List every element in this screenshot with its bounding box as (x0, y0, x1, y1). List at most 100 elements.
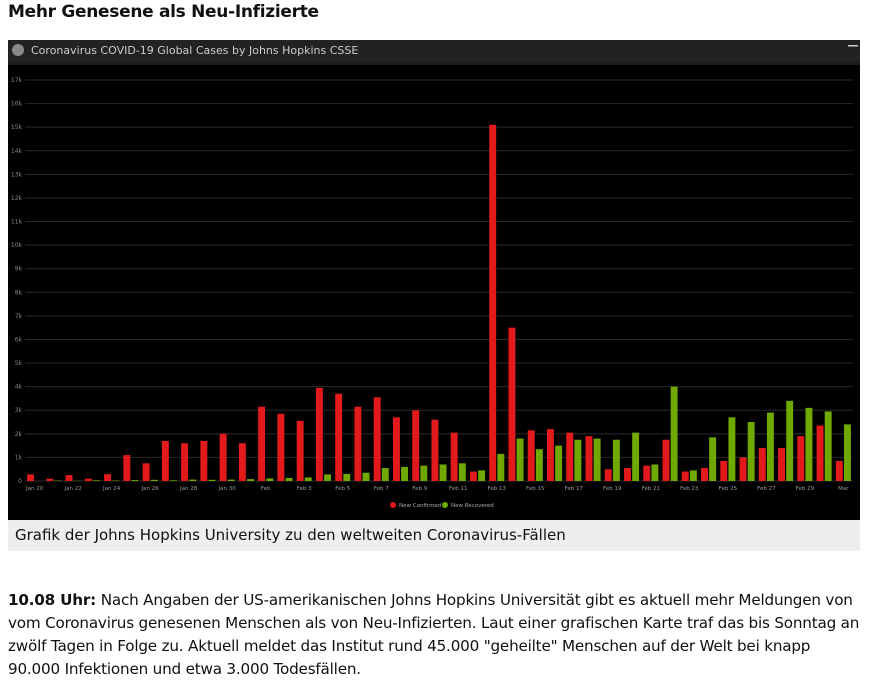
bar (227, 479, 235, 481)
bar (478, 470, 486, 481)
bar (728, 417, 736, 481)
bar (508, 327, 516, 481)
bar (805, 407, 813, 481)
legend-label: New Confirmed (399, 503, 441, 509)
bar (431, 419, 439, 481)
bar (27, 474, 35, 481)
bar (362, 472, 370, 481)
y-tick-label: 3k (15, 407, 23, 414)
y-tick-label: 0 (18, 478, 22, 485)
x-tick-label: Feb 27 (757, 486, 776, 492)
y-tick-label: 1k (15, 454, 23, 461)
bar (720, 460, 728, 481)
bar (612, 439, 620, 481)
y-tick-label: 17k (11, 77, 23, 84)
legend-marker (390, 502, 396, 508)
bar (843, 424, 851, 481)
y-tick-label: 12k (11, 195, 23, 202)
bar (824, 411, 832, 481)
bar (373, 397, 381, 481)
y-tick-label: 16k (11, 101, 23, 108)
bar (458, 463, 466, 481)
x-tick-label: Jan 22 (64, 486, 82, 492)
bar (420, 465, 428, 481)
x-tick-label: Feb 23 (680, 486, 699, 492)
bar (219, 433, 227, 481)
x-tick-label: Jan 26 (141, 486, 160, 492)
bar (797, 436, 805, 481)
bar (277, 413, 285, 481)
caption: Grafik der Johns Hopkins University zu d… (8, 520, 860, 551)
y-tick-label: 8k (15, 289, 23, 296)
bar (709, 437, 717, 481)
bar (566, 432, 574, 481)
chart-title: Coronavirus COVID-19 Global Cases by Joh… (31, 44, 358, 57)
bar (651, 464, 659, 481)
bar (643, 465, 651, 481)
bar (489, 124, 497, 481)
x-tick-label: Feb 3 (297, 486, 312, 492)
x-tick-label: Feb 13 (488, 486, 507, 492)
bar (585, 436, 593, 481)
bar (304, 477, 312, 481)
bar (92, 480, 100, 481)
bar (343, 473, 351, 481)
bar (258, 406, 266, 481)
x-tick-label: Feb 9 (412, 486, 427, 492)
bar (497, 453, 505, 481)
x-tick-label: Feb 11 (449, 486, 468, 492)
x-tick-label: Jan 20 (25, 486, 44, 492)
bar (670, 386, 678, 481)
bar (142, 463, 150, 481)
x-tick-label: Feb 7 (374, 486, 389, 492)
y-tick-label: 13k (11, 171, 23, 178)
article-text: Nach Angaben der US-amerikanischen Johns… (8, 591, 860, 678)
article: 10.08 Uhr: Nach Angaben der US-amerikani… (8, 589, 864, 681)
bar (392, 417, 400, 481)
bar (739, 457, 747, 481)
x-tick-label: Feb 21 (642, 486, 661, 492)
bar (574, 439, 582, 481)
y-tick-label: 10k (11, 242, 23, 249)
bar (624, 468, 631, 481)
time: 10.08 Uhr: (8, 591, 97, 609)
bar (516, 438, 524, 481)
logo (12, 44, 24, 56)
bar (816, 425, 824, 481)
y-tick-label: 11k (11, 219, 23, 226)
bar (450, 432, 458, 481)
bar (285, 477, 293, 481)
bar (104, 474, 112, 481)
x-tick-label: Feb 29 (796, 486, 815, 492)
bar (335, 393, 343, 481)
bar (181, 443, 189, 481)
bar (46, 478, 54, 481)
x-tick-label: Feb 5 (335, 486, 350, 492)
x-tick-label: Jan 30 (218, 486, 237, 492)
bar (131, 480, 139, 481)
x-tick-label: Feb 19 (603, 486, 622, 492)
bar (84, 478, 92, 481)
bar (604, 469, 612, 481)
bar (401, 466, 409, 481)
bar (758, 447, 766, 481)
bar (701, 468, 708, 481)
title-bar (8, 40, 860, 62)
x-tick-label: Jan 28 (179, 486, 198, 492)
menu-icon[interactable] (848, 45, 858, 47)
bar (296, 420, 304, 481)
bar (689, 470, 697, 481)
bar (324, 474, 331, 481)
bar (150, 479, 158, 481)
y-tick-label: 9k (15, 266, 23, 273)
y-tick-label: 14k (11, 148, 23, 155)
y-tick-label: 5k (15, 360, 23, 367)
bar (123, 455, 131, 481)
bar (681, 471, 689, 481)
y-tick-label: 7k (15, 313, 23, 320)
x-tick-label: Feb 25 (719, 486, 738, 492)
bar (747, 422, 755, 481)
chart: Coronavirus COVID-19 Global Cases by Joh… (8, 40, 860, 520)
bar (200, 440, 208, 481)
